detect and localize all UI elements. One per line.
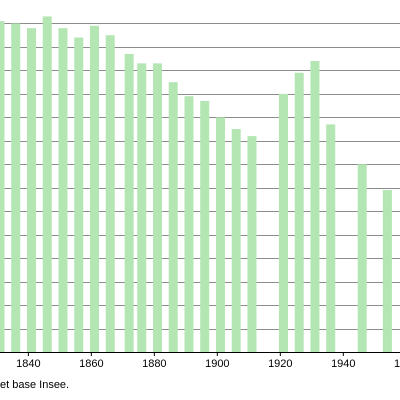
bar [58,28,68,352]
bar [215,117,225,352]
bar [0,21,5,353]
source-note: et base Insee. [0,379,69,391]
x-tick-label: 1880 [142,358,166,370]
bar [124,53,134,353]
bar [294,72,304,352]
bar [184,96,194,352]
bar [382,190,392,352]
bar [326,124,336,352]
x-tick-label: 1920 [268,358,292,370]
x-tick-label: 1960 [394,358,400,370]
bar [26,28,36,352]
x-tick-label: 1860 [79,358,103,370]
bar [357,164,367,352]
bar [74,37,84,353]
bar [152,63,162,353]
bar [231,129,241,352]
bar [89,25,99,353]
bar [137,63,147,353]
x-tick-label: 1840 [16,358,40,370]
bar [168,82,178,352]
bar [42,16,52,352]
bar [200,100,210,352]
bar [310,61,320,352]
bar [105,35,115,352]
x-tick-label: 1940 [331,358,355,370]
x-tick-label: 1900 [205,358,229,370]
bar [247,136,257,352]
bar [11,23,21,352]
bar [278,93,288,352]
